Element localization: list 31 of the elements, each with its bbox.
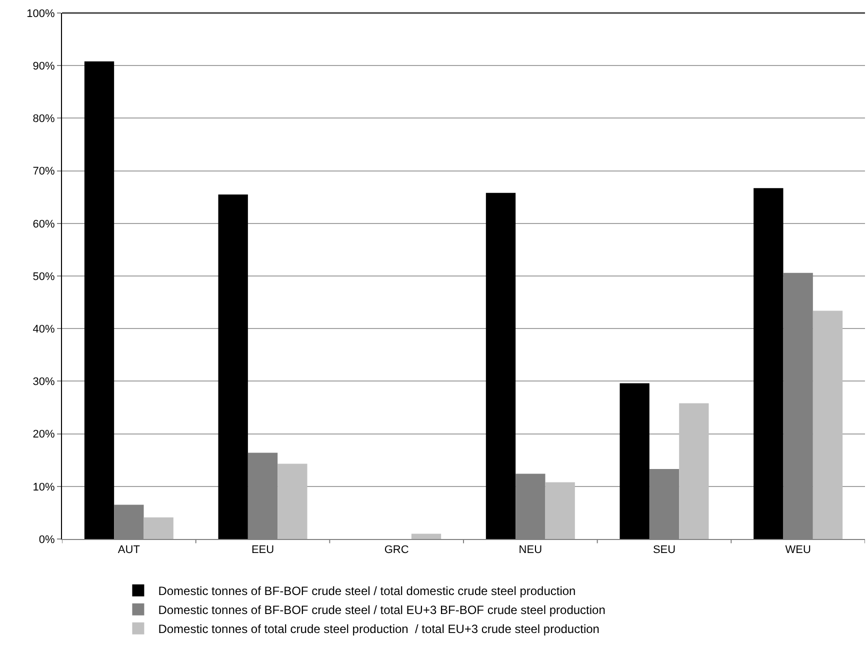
y-tick-label: 20% [32, 428, 56, 441]
y-tick-label: 80% [32, 113, 56, 126]
bar [620, 383, 650, 539]
y-tick-label: 30% [32, 376, 56, 388]
legend-label: Domestic tonnes of BF-BOF crude steel / total domestic crude steel production [158, 584, 576, 598]
bar [144, 517, 174, 539]
y-tick-label: 60% [32, 218, 56, 230]
x-tick-label: GRC [384, 544, 409, 556]
legend-label: Domestic tonnes of BF-BOF crude steel / total EU+3 BF-BOF crude steel production [158, 603, 606, 617]
bar [486, 192, 516, 539]
x-tick-label: AUT [118, 544, 140, 556]
y-tick-label: 50% [32, 270, 56, 283]
bar [278, 464, 308, 539]
bar [84, 61, 114, 539]
bar [545, 482, 575, 539]
y-tick-label: 10% [32, 481, 56, 494]
x-tick-label: WEU [785, 544, 811, 556]
x-tick-label: NEU [518, 544, 542, 556]
bar [218, 194, 248, 539]
bar [754, 188, 784, 539]
y-tick-label: 90% [32, 60, 56, 72]
x-tick-label: EEU [251, 544, 274, 556]
y-tick-label: 100% [26, 8, 56, 20]
y-tick-label: 70% [32, 166, 56, 178]
y-tick-label: 0% [38, 534, 56, 546]
bar [411, 534, 442, 539]
bar [812, 310, 843, 539]
legend-label: Domestic tonnes of total crude steel production / total EU+3 crude steel production [158, 622, 600, 636]
y-tick-label: 40% [32, 323, 56, 336]
bar [679, 403, 709, 539]
x-tick-label: SEU [652, 544, 676, 556]
